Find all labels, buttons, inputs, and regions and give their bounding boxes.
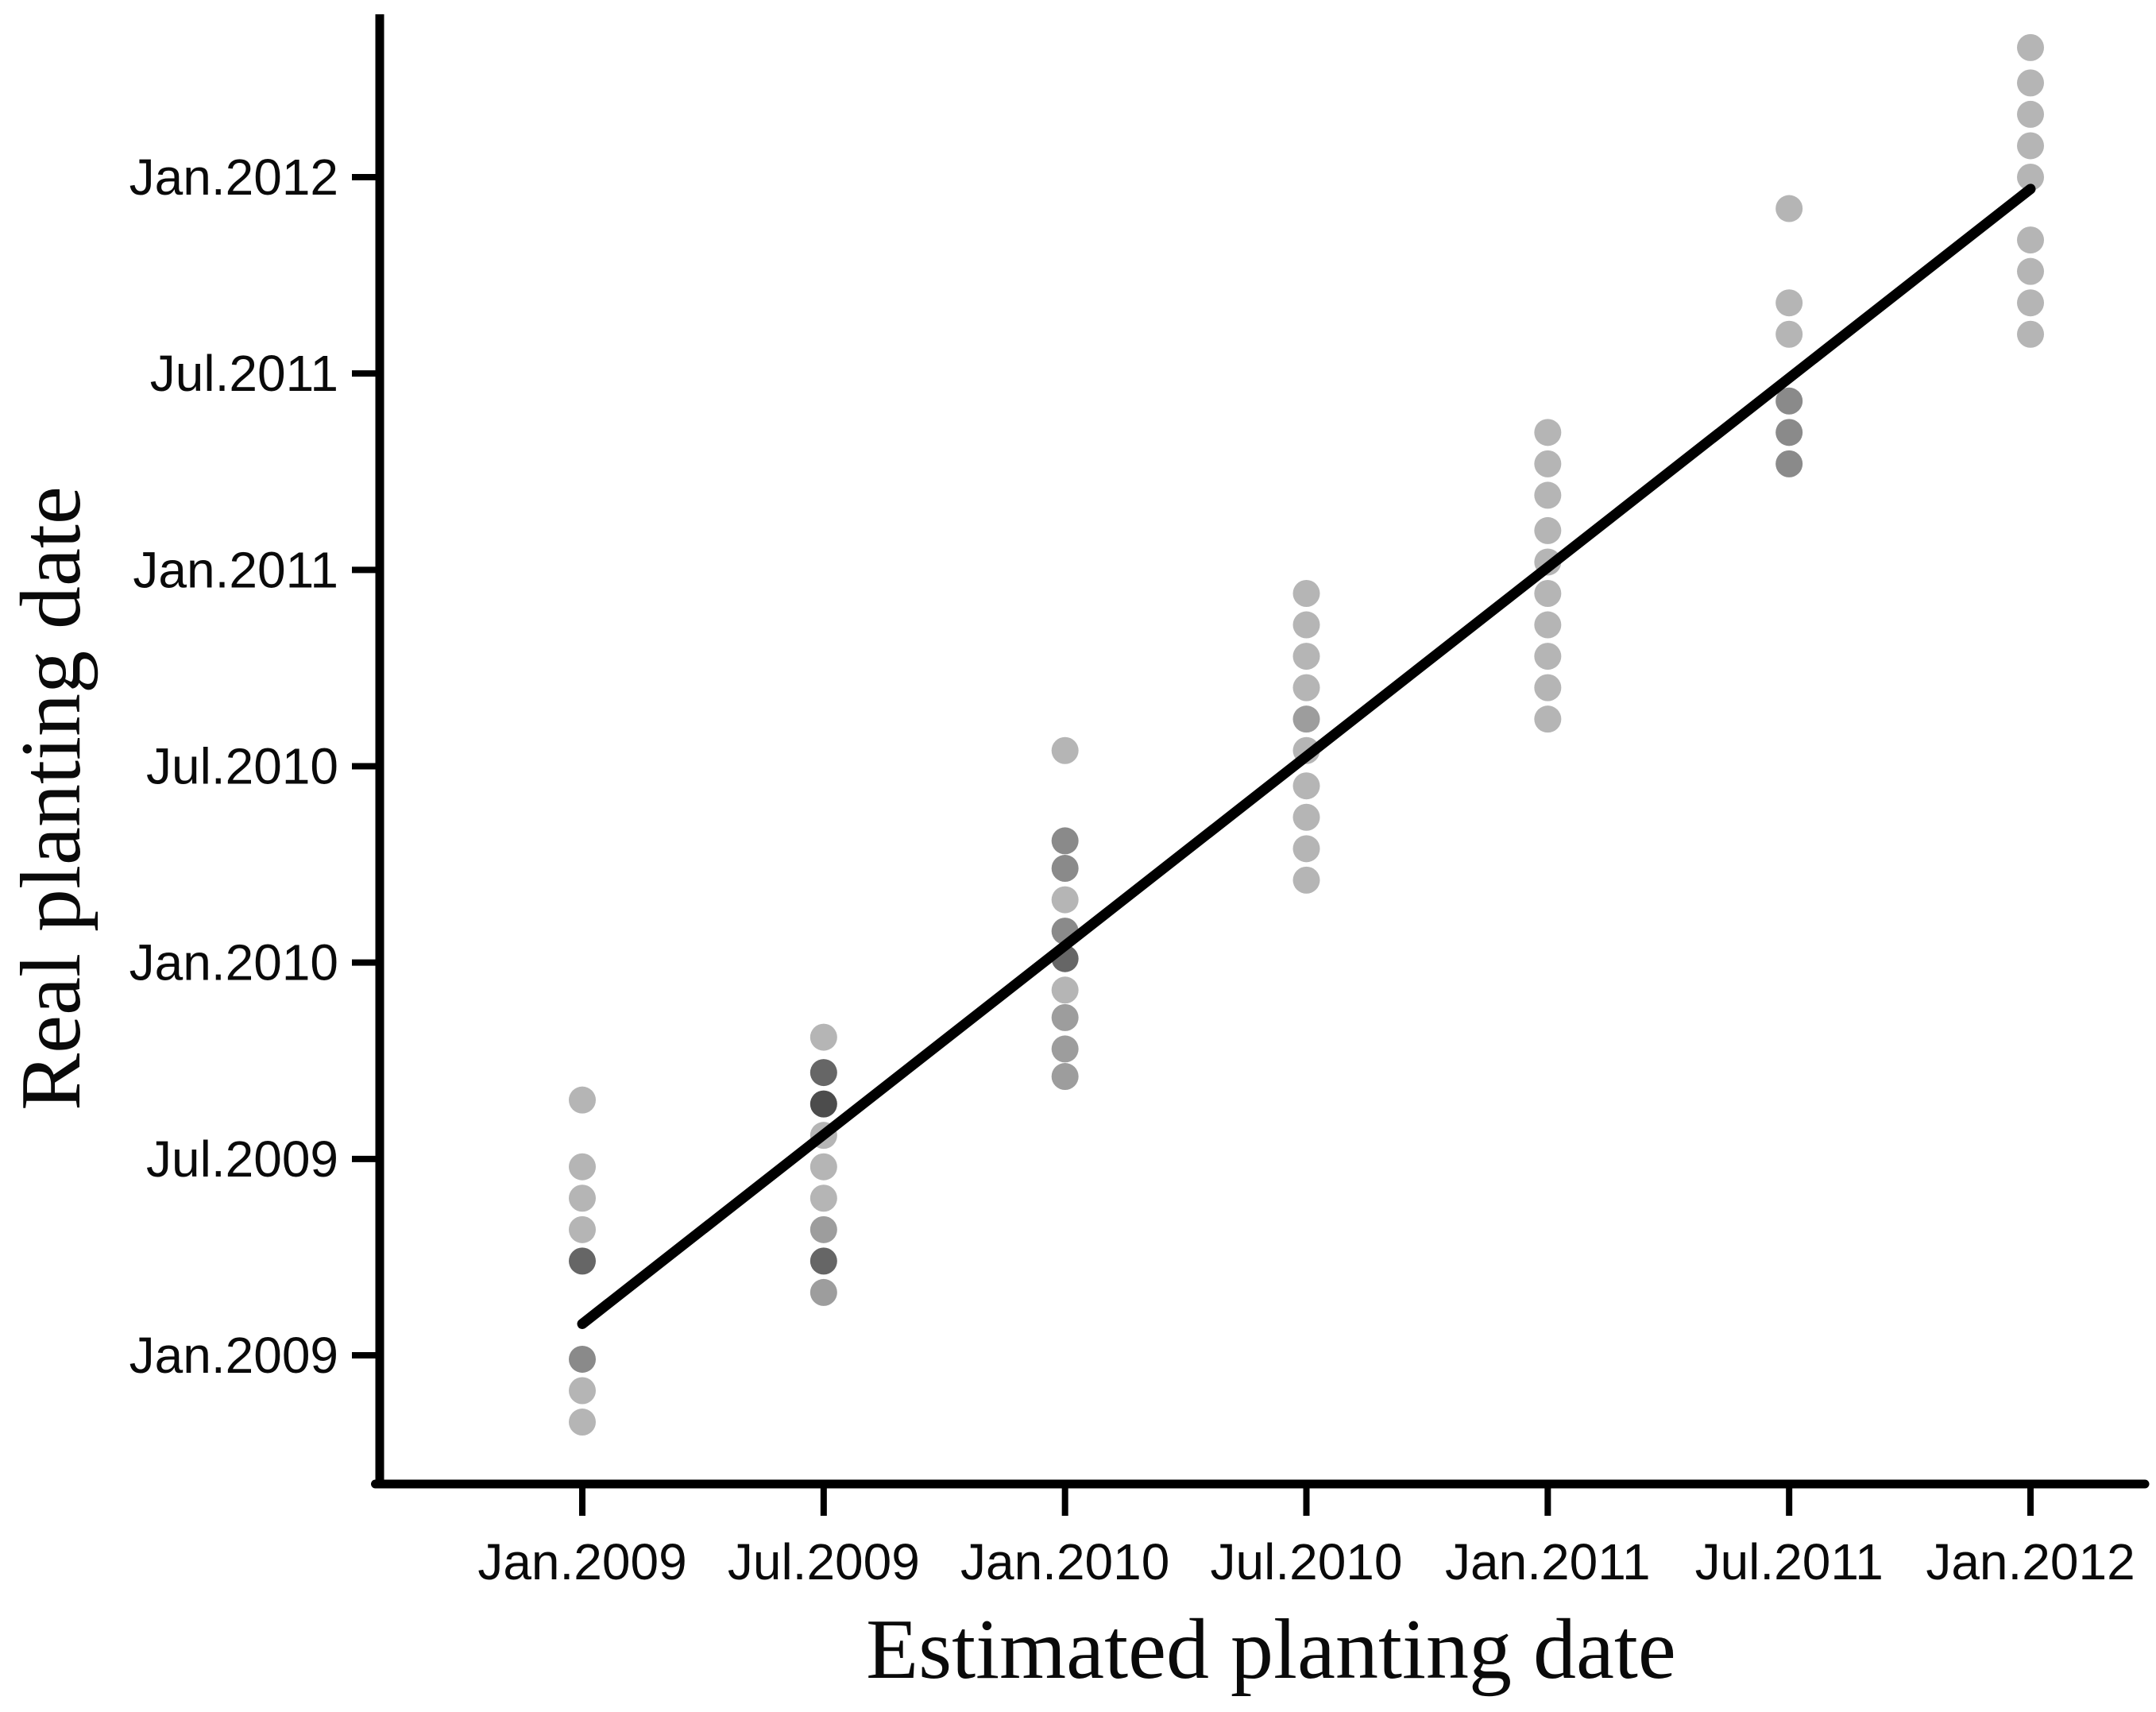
scatter-point: [2017, 69, 2045, 97]
scatter-point: [1051, 1063, 1079, 1091]
scatter-point: [1051, 886, 1079, 914]
scatter-point: [809, 1247, 837, 1275]
scatter-point: [1292, 803, 1320, 831]
scatter-point: [1051, 827, 1079, 855]
x-tick-label: Jan.2009: [477, 1533, 686, 1590]
scatter-point: [2017, 132, 2045, 160]
scatter-point: [569, 1086, 596, 1114]
y-axis-ticks: Jan.2012 Jul.2011 Jan.2011 Jul.2010 Jan.2010…: [129, 149, 380, 1384]
scatter-point: [2017, 257, 2045, 285]
scatter-point: [569, 1184, 596, 1212]
scatter-point: [809, 1059, 837, 1087]
axes: [371, 14, 2150, 1489]
y-tick-label: Jul.2011: [150, 345, 338, 402]
x-tick-label: Jan.2011: [1445, 1533, 1651, 1590]
scatter-point: [1292, 579, 1320, 607]
scatter-point: [809, 1090, 837, 1118]
scatter-point: [1292, 705, 1320, 733]
scatter-point: [1051, 976, 1079, 1004]
scatter-point: [1534, 481, 1562, 509]
scatter-point: [1534, 450, 1562, 477]
x-tick-label: Jul.2010: [1211, 1533, 1403, 1590]
scatter-point: [1051, 1003, 1079, 1031]
scatter-point: [2017, 100, 2045, 128]
scatter-point: [2017, 164, 2045, 191]
scatter-point: [809, 1023, 837, 1051]
scatter-point: [1534, 419, 1562, 446]
y-tick-label: Jul.2009: [146, 1130, 338, 1188]
scatter-point: [2017, 289, 2045, 317]
scatter-point: [569, 1247, 596, 1275]
scatter-point: [1292, 835, 1320, 863]
scatter-point: [1292, 674, 1320, 701]
scatter-point: [1775, 195, 1803, 222]
x-axis-title: Estimated planting date: [866, 1602, 1676, 1697]
x-tick-label: Jul.2011: [1695, 1533, 1884, 1590]
x-tick-label: Jan.2012: [1926, 1533, 2135, 1590]
scatter-point: [1534, 674, 1562, 701]
y-axis-title: Real planting date: [4, 486, 99, 1111]
scatter-point: [809, 1184, 837, 1212]
scatter-point: [1534, 705, 1562, 733]
y-tick-label: Jan.2010: [129, 934, 338, 991]
x-tick-label: Jan.2010: [960, 1533, 1169, 1590]
scatter-point: [569, 1153, 596, 1181]
scatter-point: [1051, 1035, 1079, 1063]
scatter-point: [2017, 226, 2045, 254]
scatter-point: [1534, 516, 1562, 544]
y-tick-label: Jan.2011: [133, 541, 338, 598]
scatter-point: [809, 1153, 837, 1181]
scatter-point: [1534, 579, 1562, 607]
scatter-point: [2017, 320, 2045, 348]
scatter-point: [569, 1377, 596, 1405]
scatter-point: [1292, 772, 1320, 800]
scatter-point: [569, 1409, 596, 1436]
scatter-point: [1775, 320, 1803, 348]
scatter-point: [1051, 855, 1079, 883]
y-tick-label: Jul.2010: [146, 738, 338, 795]
scatter-point: [569, 1345, 596, 1373]
scatter-point: [1534, 611, 1562, 639]
scatter-point: [1292, 643, 1320, 671]
x-tick-label: Jul.2009: [728, 1533, 920, 1590]
scatter-point: [1292, 866, 1320, 894]
scatter-point: [1775, 450, 1803, 477]
scatter-point: [1775, 289, 1803, 317]
scatter-point: [1292, 611, 1320, 639]
y-tick-label: Jan.2009: [129, 1327, 338, 1384]
x-axis-ticks: Jan.2009 Jul.2009 Jan.2010 Jul.2010 Jan.2011…: [477, 1484, 2135, 1590]
scatter-point: [1534, 643, 1562, 671]
fit-line: [577, 184, 2036, 1329]
y-tick-label: Jan.2012: [129, 149, 338, 206]
scatter-point: [2017, 33, 2045, 61]
scatter-point: [569, 1215, 596, 1243]
scatter-point: [1051, 736, 1079, 764]
scatter-point: [809, 1278, 837, 1306]
scatter-point: [1775, 387, 1803, 415]
data-points: [569, 33, 2045, 1436]
scatter-point: [809, 1215, 837, 1243]
scatter-point: [1775, 419, 1803, 446]
